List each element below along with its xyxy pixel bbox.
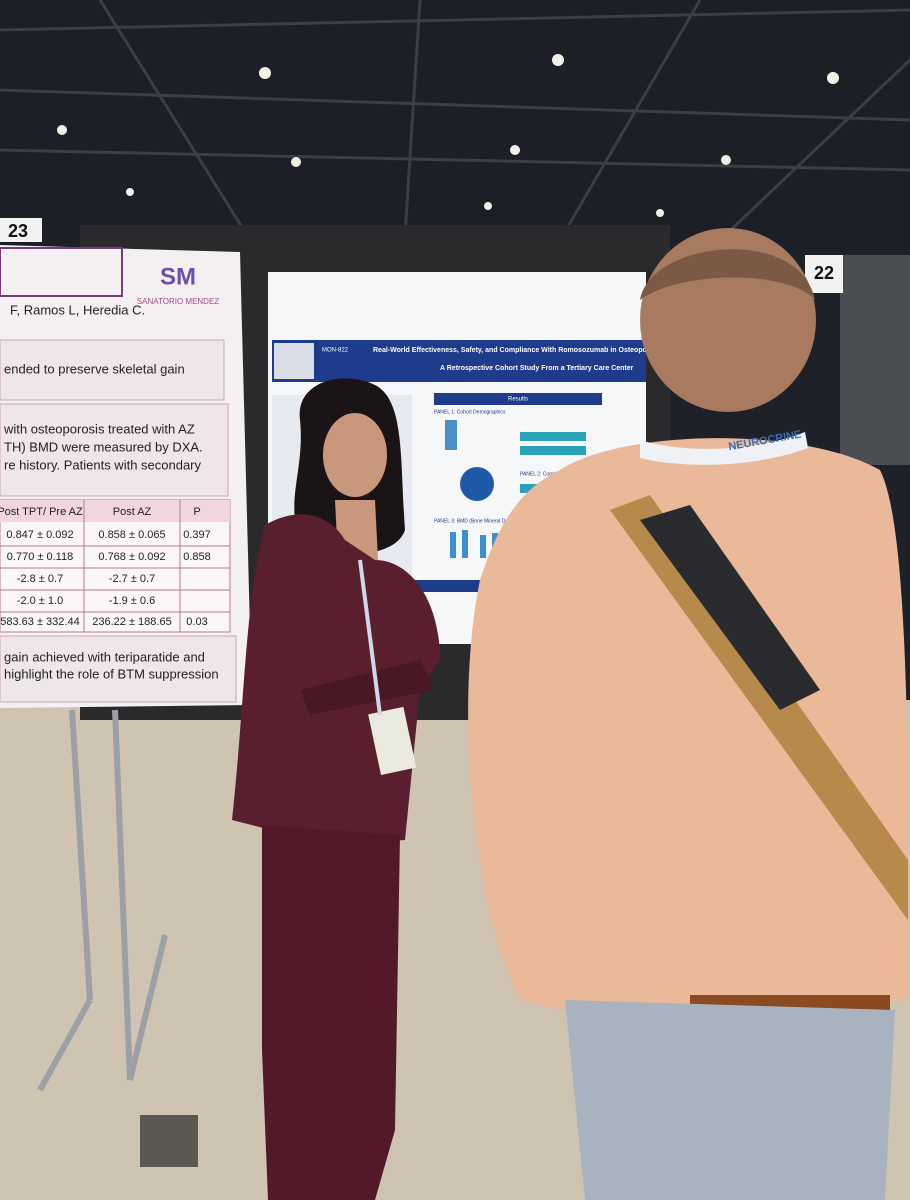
poster-board-right [840,255,910,465]
chart-bar [445,420,457,450]
stand-leg [112,709,133,1081]
table-cell: 583.63 ± 332.44 [0,616,79,628]
logo: SM [160,263,196,290]
panel-title: PANEL 2: Compliance Rate [520,471,581,477]
section-box [0,635,237,703]
poster-title: Real-World Effectiveness, Safety, and Co… [373,347,647,354]
trusses [0,0,910,242]
truss [403,0,422,236]
poster-code: MON-822 [322,348,349,354]
chart-legend [520,446,586,455]
objective-text: ended to preserve skeletal gain [4,361,185,376]
lights [57,54,839,217]
truss [718,58,910,242]
logo-caption: SANATORIO MENDEZ [137,297,219,306]
poster-title-band [272,340,646,382]
table-cell: 0.858 ± 0.065 [98,529,165,541]
folded-arms [300,660,435,715]
light [291,157,301,167]
hair [640,249,815,300]
light [510,145,520,155]
face [323,413,387,497]
table-cell: 0.847 ± 0.092 [6,529,73,541]
stand-foot [37,998,93,1092]
table-grid [0,500,230,632]
table-cell: -1.9 ± 0.6 [109,595,155,607]
table-cell: 0.397 [183,529,211,541]
panel-title: PANEL 1: Cohort Demographics [434,409,506,415]
bag-strap-pad [640,505,820,710]
pie-chart [460,467,494,501]
poster-subtitle: A Retrospective Cohort Study From a Tert… [440,365,634,372]
lanyard [640,432,808,465]
board-number: 22 [814,263,834,283]
chart-bar [480,535,486,558]
lanyard-strap [358,559,382,716]
table-cell: 0.03 [186,616,207,628]
light [552,54,564,66]
bag-strap [610,495,908,920]
light [126,188,134,196]
methods-line: with osteoporosis treated with AZ [3,421,195,436]
ceiling [0,0,910,250]
table-cell: -2.7 ± 0.7 [109,573,155,585]
methods-line: TH) BMD were measured by DXA. [4,439,203,454]
board-number-tag [0,218,42,242]
stand-leg [69,709,93,1001]
stand [37,709,168,1092]
shirt [468,438,909,1010]
truss [0,8,910,32]
light [484,202,492,210]
conclusion-line: gain achieved with teriparatide and [4,649,205,664]
truss [0,148,910,172]
section-box [0,403,229,497]
truss [558,0,702,241]
table-cell: 0.768 ± 0.092 [98,551,165,563]
table-header-row [0,500,230,522]
trousers [262,825,400,1200]
light [721,155,731,165]
truss [0,88,910,122]
stand-foot [127,934,168,1081]
table-cell: 0.858 [183,551,211,563]
board-number-tag [805,255,843,293]
chart-bar [450,532,456,558]
light [57,125,67,135]
chart-legend [520,432,586,441]
table-cell: 0.770 ± 0.118 [7,551,73,563]
light [656,209,664,217]
table-header: Post AZ [113,506,152,518]
badge [368,706,417,776]
conclusion-line: highlight the role of BTM suppression [4,666,219,681]
table-header: P [193,506,200,518]
table-cell: -2.0 ± 1.0 [17,595,63,607]
truss [98,0,252,241]
light [259,67,271,79]
floor-tile [140,1115,198,1167]
section-box [0,339,225,401]
poster-logo [274,343,314,379]
light [827,72,839,84]
methods-line: re history. Patients with secondary [4,457,202,472]
table-cell: 236.22 ± 188.65 [92,616,171,628]
authors: F, Ramos L, Heredia C. [10,302,145,317]
chart-bar [462,530,468,558]
board-number: 23 [8,221,28,241]
trousers [565,1000,895,1200]
table-cell: -2.8 ± 0.7 [17,573,63,585]
results-heading: Results [508,397,528,403]
poster-header-box [0,247,123,297]
table-header: Post TPT/ Pre AZ [0,506,83,518]
results-bar [434,393,602,405]
